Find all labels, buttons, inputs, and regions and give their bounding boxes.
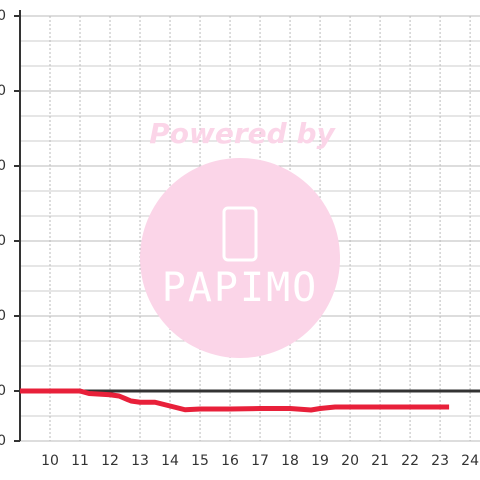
x-tick-label: 12 xyxy=(101,453,119,469)
watermark-logo: PAPIMO xyxy=(162,265,319,311)
x-tick-label: 17 xyxy=(251,453,269,469)
y-tick-label: 150,000 xyxy=(0,8,6,24)
x-tick-label: 22 xyxy=(401,453,419,469)
data-line xyxy=(20,388,450,413)
x-tick-label: 21 xyxy=(371,453,389,469)
y-tick-label: 120,000 xyxy=(0,83,6,99)
x-tick-label: 13 xyxy=(131,453,149,469)
x-tick-label: 20 xyxy=(341,453,359,469)
y-tick-label: 30,000 xyxy=(0,308,6,324)
watermark: Powered by PAPIMO xyxy=(140,117,340,358)
x-tick-label: 11 xyxy=(71,453,89,469)
x-tick-label: 16 xyxy=(221,453,239,469)
y-tick-label: 60,000 xyxy=(0,233,6,249)
x-tick-label: 14 xyxy=(161,453,179,469)
y-tick-label: -20,000 xyxy=(0,433,6,449)
y-tick-label: 90,000 xyxy=(0,158,6,174)
x-tick-label: 10 xyxy=(41,453,59,469)
x-tick-label: 19 xyxy=(311,453,329,469)
y-tick-label: 0 xyxy=(0,383,6,399)
x-tick-label: 24 xyxy=(461,453,479,469)
x-tick-label: 18 xyxy=(281,453,299,469)
x-tick-label: 23 xyxy=(431,453,449,469)
x-tick-label: 15 xyxy=(191,453,209,469)
watermark-text: Powered by xyxy=(149,117,336,150)
